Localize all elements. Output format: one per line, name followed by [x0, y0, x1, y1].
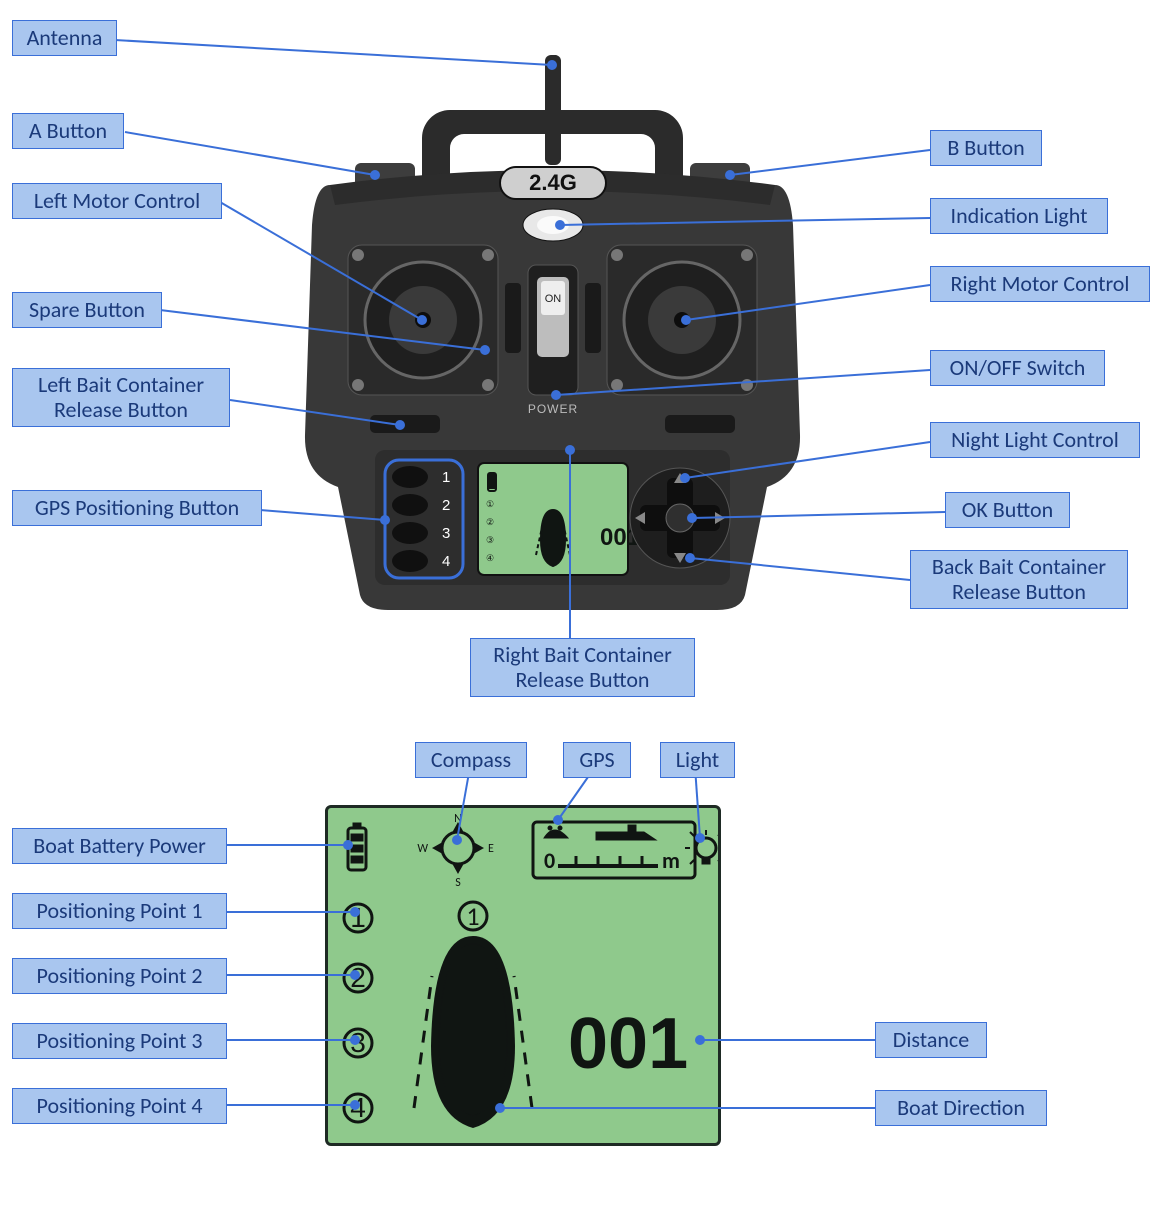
svg-text:④: ④: [486, 553, 494, 563]
label-boatdir: Boat Direction: [875, 1090, 1047, 1126]
svg-text:ON: ON: [545, 293, 562, 305]
label-gps: GPS: [563, 742, 631, 778]
svg-text:2: 2: [442, 497, 450, 514]
label-gps-pos: GPS Positioning Button: [12, 490, 262, 526]
svg-text:4: 4: [350, 1092, 366, 1123]
label-right-bait: Right Bait Container Release Button: [470, 638, 695, 697]
svg-text:3: 3: [442, 525, 450, 542]
label-batt: Boat Battery Power: [12, 828, 227, 864]
lcd-screen: N S W E 0 m: [325, 805, 721, 1146]
svg-text:0: 0: [544, 847, 555, 874]
label-p1: Positioning Point 1: [12, 893, 227, 929]
label-right-motor: Right Motor Control: [930, 266, 1150, 302]
label-p4: Positioning Point 4: [12, 1088, 227, 1124]
label-antenna: Antenna: [12, 20, 117, 56]
badge-text: 2.4G: [529, 170, 577, 195]
label-spare: Spare Button: [12, 292, 162, 328]
svg-text:N: N: [454, 812, 462, 826]
svg-text:E: E: [488, 842, 494, 856]
svg-text:S: S: [455, 876, 461, 890]
svg-text:001: 001: [568, 1004, 688, 1084]
label-distance: Distance: [875, 1022, 987, 1058]
label-back-bait: Back Bait Container Release Button: [910, 550, 1128, 609]
label-night-light: Night Light Control: [930, 422, 1140, 458]
svg-text:W: W: [417, 842, 428, 856]
svg-text:2: 2: [350, 962, 366, 993]
label-a-button: A Button: [12, 113, 124, 149]
svg-text:3: 3: [350, 1027, 366, 1058]
label-left-motor: Left Motor Control: [12, 183, 222, 219]
label-light: Light: [660, 742, 735, 778]
label-ind-light: Indication Light: [930, 198, 1108, 234]
svg-text:4: 4: [442, 553, 450, 570]
svg-text:m: m: [662, 847, 680, 874]
label-b-button: B Button: [930, 130, 1042, 166]
diagram-canvas: 2.4G ON POWER: [0, 0, 1170, 1166]
label-ok: OK Button: [945, 492, 1070, 528]
svg-text:1: 1: [350, 902, 366, 933]
svg-text:③: ③: [486, 535, 494, 545]
label-left-bait: Left Bait Container Release Button: [12, 368, 230, 427]
svg-text:1: 1: [466, 900, 479, 932]
remote-controller: 2.4G ON POWER: [300, 55, 805, 610]
label-p2: Positioning Point 2: [12, 958, 227, 994]
svg-text:②: ②: [486, 517, 494, 527]
svg-text:①: ①: [486, 499, 494, 509]
svg-text:1: 1: [442, 469, 450, 486]
label-onoff: ON/OFF Switch: [930, 350, 1105, 386]
label-compass: Compass: [415, 742, 527, 778]
svg-text:POWER: POWER: [528, 402, 578, 416]
label-p3: Positioning Point 3: [12, 1023, 227, 1059]
